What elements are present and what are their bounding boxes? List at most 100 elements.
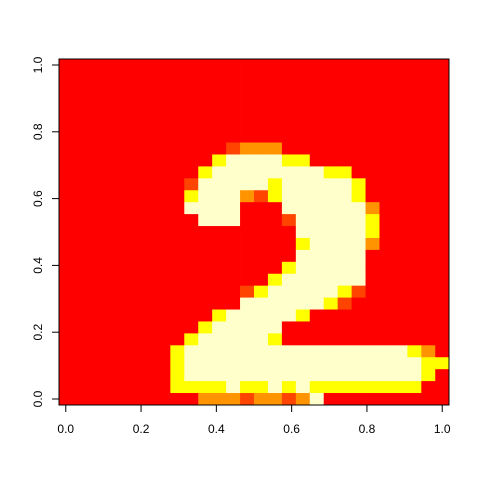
heatmap-cell bbox=[170, 381, 185, 394]
heatmap-cell bbox=[198, 249, 213, 263]
y-tick-label: 0.8 bbox=[31, 123, 45, 140]
heatmap-cell bbox=[114, 59, 129, 72]
heatmap-cell bbox=[254, 59, 269, 72]
heatmap-cell bbox=[254, 82, 269, 96]
heatmap-cell bbox=[156, 178, 171, 191]
heatmap-cell bbox=[72, 237, 88, 251]
heatmap-cell bbox=[226, 166, 241, 179]
heatmap-cell bbox=[114, 297, 129, 310]
heatmap-cell bbox=[435, 226, 450, 239]
heatmap-cell bbox=[184, 369, 199, 382]
heatmap-cell bbox=[407, 59, 422, 72]
heatmap-cell bbox=[323, 249, 339, 263]
heatmap-cell bbox=[170, 345, 185, 358]
heatmap-cell bbox=[184, 333, 199, 346]
heatmap-cell bbox=[379, 333, 394, 346]
heatmap-cell bbox=[156, 118, 171, 132]
heatmap-cell bbox=[365, 369, 380, 382]
heatmap-cell bbox=[435, 309, 450, 322]
heatmap-cell bbox=[281, 381, 297, 394]
heatmap-cell bbox=[128, 333, 143, 346]
heatmap-cell bbox=[295, 202, 311, 215]
x-tick-label: 0.0 bbox=[57, 422, 74, 436]
heatmap-cell bbox=[156, 261, 171, 275]
heatmap-cell bbox=[170, 214, 185, 227]
heatmap-cell bbox=[128, 94, 143, 108]
heatmap-cell bbox=[212, 357, 227, 370]
heatmap-cell bbox=[295, 357, 311, 370]
heatmap-cell bbox=[435, 94, 450, 108]
heatmap-cell bbox=[309, 237, 325, 251]
heatmap-cell bbox=[337, 381, 352, 394]
heatmap-cell bbox=[254, 285, 269, 298]
heatmap-cell bbox=[351, 70, 366, 84]
heatmap-cell bbox=[212, 261, 227, 275]
heatmap-cell bbox=[86, 285, 102, 298]
y-tick-label: 0.6 bbox=[31, 190, 45, 207]
heatmap-cell bbox=[226, 273, 241, 287]
heatmap-cell bbox=[393, 118, 408, 132]
heatmap-cell bbox=[212, 154, 227, 167]
heatmap-cell bbox=[421, 59, 436, 72]
heatmap-cell bbox=[128, 166, 143, 179]
heatmap-cell bbox=[267, 226, 283, 239]
heatmap-cell bbox=[226, 285, 241, 298]
heatmap-cell bbox=[281, 333, 297, 346]
heatmap-cell bbox=[281, 154, 297, 167]
heatmap-cell bbox=[198, 178, 213, 191]
heatmap-cell bbox=[100, 309, 115, 322]
heatmap-cell bbox=[128, 273, 143, 287]
heatmap-cell bbox=[365, 321, 380, 334]
heatmap-cell bbox=[254, 118, 269, 132]
heatmap-cell bbox=[379, 106, 394, 120]
heatmap-cell bbox=[198, 285, 213, 298]
heatmap-cell bbox=[86, 381, 102, 394]
heatmap-cell bbox=[365, 309, 380, 322]
heatmap-cell bbox=[421, 106, 436, 120]
heatmap-cell bbox=[281, 94, 297, 108]
heatmap-cell bbox=[309, 154, 325, 167]
heatmap-cell bbox=[142, 130, 157, 143]
heatmap-cell bbox=[170, 261, 185, 275]
heatmap-cell bbox=[198, 333, 213, 346]
heatmap-cell bbox=[254, 202, 269, 215]
heatmap-cell bbox=[240, 59, 255, 72]
heatmap-cell bbox=[421, 118, 436, 132]
heatmap-cell bbox=[170, 178, 185, 191]
heatmap-cell bbox=[128, 345, 143, 358]
heatmap-cell bbox=[323, 333, 339, 346]
heatmap-cell bbox=[337, 321, 352, 334]
heatmap-cell bbox=[170, 273, 185, 287]
heatmap-cell bbox=[59, 214, 74, 227]
heatmap-cell bbox=[226, 393, 241, 406]
heatmap-cell bbox=[267, 82, 283, 96]
heatmap-cell bbox=[435, 345, 450, 358]
heatmap-cell bbox=[309, 297, 325, 310]
heatmap-cell bbox=[240, 369, 255, 382]
heatmap-cell bbox=[240, 154, 255, 167]
heatmap-cell bbox=[170, 393, 185, 406]
heatmap-cell bbox=[100, 202, 115, 215]
heatmap-cell bbox=[435, 166, 450, 179]
heatmap-cell bbox=[435, 357, 450, 370]
heatmap-cell bbox=[212, 106, 227, 120]
heatmap-cell bbox=[114, 333, 129, 346]
heatmap-cell bbox=[281, 237, 297, 251]
heatmap-cell bbox=[170, 130, 185, 143]
heatmap-cell bbox=[170, 59, 185, 72]
heatmap-cell bbox=[365, 345, 380, 358]
heatmap-cell bbox=[184, 202, 199, 215]
heatmap-cell bbox=[86, 70, 102, 84]
x-tick-label: 0.4 bbox=[208, 422, 225, 436]
heatmap-cell bbox=[435, 321, 450, 334]
heatmap-cell bbox=[393, 59, 408, 72]
x-tick-label: 0.6 bbox=[283, 422, 300, 436]
heatmap-cell bbox=[337, 357, 352, 370]
heatmap-cell bbox=[100, 357, 115, 370]
heatmap-cell bbox=[156, 202, 171, 215]
heatmap-cell bbox=[212, 178, 227, 191]
heatmap-cell bbox=[379, 357, 394, 370]
heatmap-cell bbox=[421, 321, 436, 334]
heatmap-cell bbox=[212, 70, 227, 84]
heatmap-cell bbox=[407, 381, 422, 394]
